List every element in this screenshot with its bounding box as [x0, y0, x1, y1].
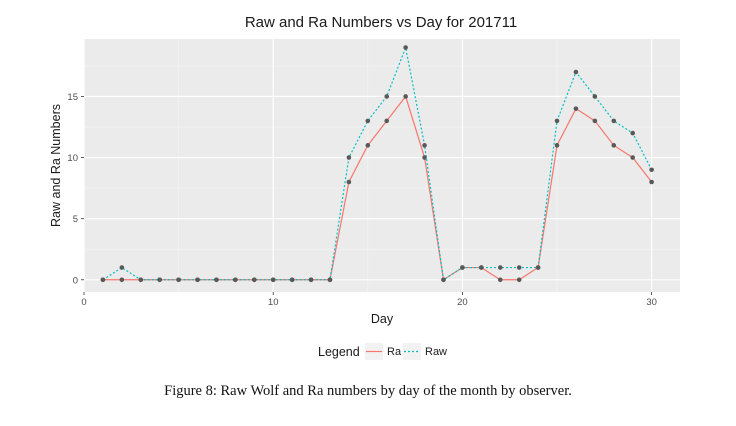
data-point-raw [233, 277, 238, 283]
data-point-raw [573, 69, 579, 75]
data-point-raw [195, 277, 200, 283]
data-point-raw [460, 265, 465, 270]
legend-label-ra: Ra [387, 346, 402, 358]
data-point-ra [384, 118, 390, 124]
data-point-raw [516, 265, 522, 270]
data-point-ra [554, 143, 560, 148]
data-point-raw [214, 277, 219, 283]
data-point-raw [592, 94, 598, 99]
figure-caption: Figure 8: Raw Wolf and Ra numbers by day… [164, 383, 572, 399]
x-tick-label: 10 [268, 297, 279, 308]
chart-title: Raw and Ra Numbers vs Day for 201711 [245, 14, 517, 31]
data-point-raw [497, 265, 503, 270]
data-point-ra [119, 277, 125, 283]
data-point-raw [535, 265, 541, 270]
data-point-raw [270, 277, 276, 283]
data-point-ra [573, 106, 579, 111]
y-axis-ticks: 0 5 10 15 [67, 92, 84, 286]
x-tick-label: 0 [81, 297, 86, 308]
data-point-raw [157, 277, 162, 283]
series-lines [102, 45, 653, 281]
data-point-ra [403, 94, 408, 99]
y-tick-label: 5 [73, 214, 78, 225]
x-tick-label: 30 [646, 297, 657, 308]
data-point-raw [554, 118, 560, 124]
plot-panel [84, 39, 680, 292]
data-point-raw [479, 265, 484, 270]
data-point-raw [176, 277, 181, 283]
x-axis-label: Day [371, 312, 394, 326]
data-point-ra [346, 179, 352, 185]
data-point-raw [422, 143, 427, 148]
data-point-ra [516, 277, 522, 283]
x-axis-ticks: 0 10 20 30 [81, 292, 657, 308]
data-point-raw [308, 277, 314, 283]
data-point-ra [592, 118, 598, 124]
data-point-ra [422, 155, 427, 160]
data-point-raw [119, 265, 125, 270]
data-point-raw [327, 277, 333, 283]
data-point-ra [497, 277, 503, 283]
data-point-raw [138, 277, 144, 283]
data-point-raw [403, 45, 408, 50]
data-point-raw [630, 130, 635, 136]
data-point-raw [441, 277, 446, 283]
data-point-raw [649, 167, 654, 173]
data-point-ra [649, 179, 654, 185]
y-tick-label: 15 [67, 92, 78, 103]
data-point-raw [251, 277, 257, 283]
data-point-raw [365, 118, 371, 124]
y-tick-label: 0 [73, 275, 78, 286]
data-point-raw [611, 118, 617, 124]
data-point-raw [384, 94, 390, 99]
data-point-raw [346, 155, 352, 160]
data-points [100, 45, 654, 283]
data-point-ra [365, 143, 371, 148]
chart: Raw and Ra Numbers vs Day for 201711 0 10… [49, 14, 680, 360]
legend-label-raw: Raw [425, 346, 447, 358]
data-point-ra [630, 155, 635, 160]
data-point-ra [611, 143, 617, 148]
data-point-raw [100, 277, 106, 283]
series-line-raw [102, 45, 653, 281]
y-tick-label: 10 [67, 153, 78, 164]
legend: Legend Ra Raw [318, 343, 447, 360]
y-axis-label: Raw and Ra Numbers [49, 104, 63, 227]
x-tick-label: 20 [457, 297, 468, 308]
series-line-ra [102, 95, 653, 281]
data-point-raw [289, 277, 295, 283]
legend-title: Legend [318, 345, 360, 359]
